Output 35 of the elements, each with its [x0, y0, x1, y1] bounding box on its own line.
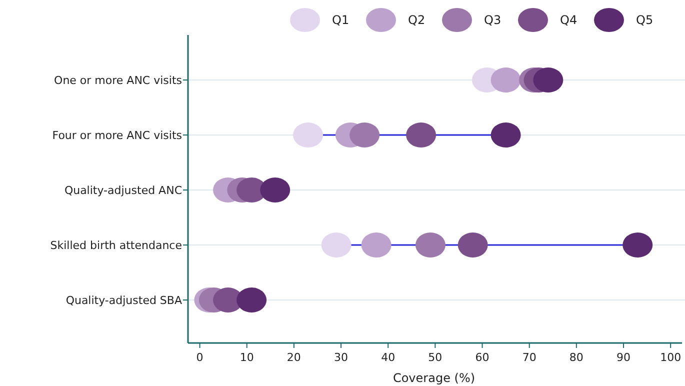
point [415, 232, 446, 258]
point [490, 122, 521, 148]
point [236, 288, 267, 312]
y-tick-label: One or more ANC visits [54, 74, 182, 87]
point [490, 68, 521, 92]
point [361, 232, 392, 258]
legend-label: Q5 [636, 13, 654, 28]
x-tick-label: 100 [660, 351, 682, 364]
y-tick-label: Four or more ANC visits [52, 128, 182, 142]
x-tick-label: 90 [616, 351, 630, 364]
x-tick-label: 20 [286, 351, 301, 364]
x-tick-label: 30 [334, 351, 348, 364]
legend-label: Q4 [560, 13, 578, 28]
x-tick-label: 80 [569, 351, 584, 364]
point [293, 122, 324, 148]
point [321, 232, 352, 258]
y-tick-label: Skilled birth attendance [50, 238, 182, 252]
x-tick-label: 60 [475, 351, 490, 364]
y-tick-label: Quality-adjusted ANC [64, 184, 182, 197]
point [622, 232, 653, 258]
point [350, 122, 380, 148]
x-tick-label: 70 [522, 351, 536, 364]
y-tick-label: Quality-adjusted SBA [66, 294, 182, 307]
point [533, 68, 564, 92]
point [458, 232, 488, 258]
point [260, 178, 290, 202]
x-tick-label: 50 [428, 351, 442, 364]
point [406, 122, 436, 148]
legend-label: Q3 [484, 13, 502, 28]
x-axis-title: Coverage (%) [392, 371, 476, 385]
legend-label: Q2 [408, 13, 426, 28]
x-tick-label: 0 [196, 351, 204, 364]
legend-label: Q1 [332, 13, 350, 28]
x-tick-label: 10 [240, 351, 254, 364]
x-tick-label: 40 [381, 351, 396, 364]
